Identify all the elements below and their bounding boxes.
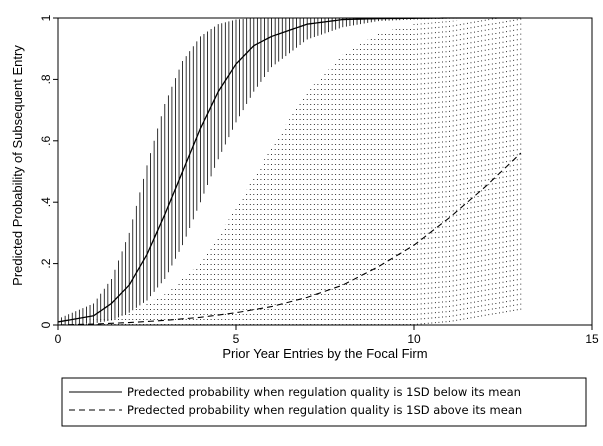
y-tick-label: 0 (39, 321, 53, 328)
x-axis-title: Prior Year Entries by the Focal Firm (222, 346, 427, 361)
legend-box (61, 377, 587, 427)
ci-bars-above-mean (57, 18, 522, 325)
line-above-mean (57, 152, 522, 326)
y-tick-label: .6 (39, 135, 53, 145)
legend-label-below-mean: Predected probability when regulation qu… (127, 385, 521, 399)
legend-label-above-mean: Predected probability when regulation qu… (127, 403, 522, 417)
y-axis: 0 .2 .4 .6 .8 1 (39, 14, 58, 328)
prediction-lines (57, 17, 522, 326)
line-below-mean (57, 17, 521, 323)
legend: Predected probability when regulation qu… (61, 377, 587, 427)
y-tick-label: .4 (39, 197, 53, 207)
y-tick-label: .2 (39, 258, 53, 268)
y-axis-title: Predicted Probability of Subsequent Entr… (10, 45, 25, 286)
plot-area-frame (57, 17, 593, 326)
x-tick-label: 10 (407, 332, 421, 346)
ci-bars-below-mean (57, 18, 522, 325)
x-tick-label: 0 (55, 332, 62, 346)
y-tick-label: .8 (39, 74, 53, 84)
x-tick-label: 15 (585, 332, 599, 346)
x-tick-label: 5 (233, 332, 240, 346)
y-tick-label: 1 (39, 14, 53, 21)
x-axis: 0 5 10 15 (55, 325, 599, 346)
